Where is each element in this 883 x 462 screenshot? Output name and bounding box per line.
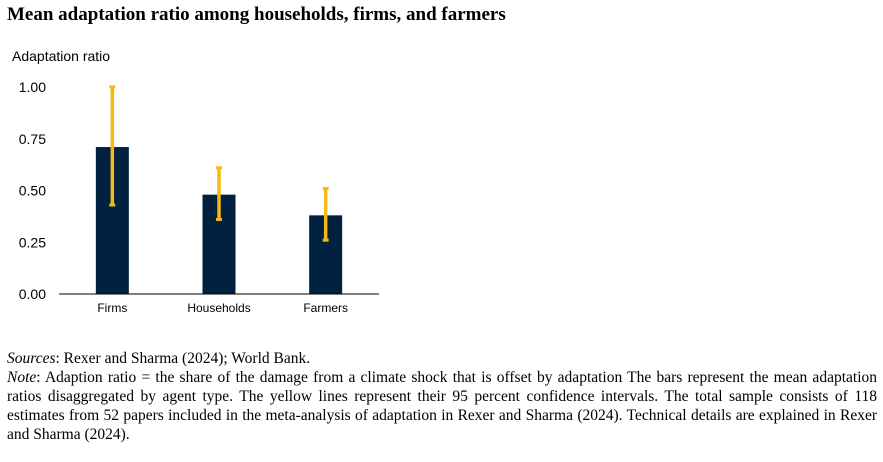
x-tick-label: Households xyxy=(187,301,250,315)
error-bar-households xyxy=(216,166,222,221)
y-tick-label: 0.75 xyxy=(19,131,46,147)
error-bars-group xyxy=(109,85,329,242)
y-axis-label: Adaptation ratio xyxy=(12,48,110,64)
y-axis-ticks: 0.00 0.25 0.50 0.75 1.00 xyxy=(19,79,46,302)
y-tick-label: 0.50 xyxy=(19,183,46,199)
note-label: Note xyxy=(7,369,37,386)
note-paragraph: Note: Adaption ratio = the share of the … xyxy=(7,368,877,444)
chart-notes: Sources: Rexer and Sharma (2024); World … xyxy=(7,349,877,444)
y-tick-label: 0.00 xyxy=(19,286,46,302)
error-bar-farmers xyxy=(322,186,329,242)
note-text: : Adaption ratio = the share of the dama… xyxy=(7,369,877,443)
x-tick-label: Farmers xyxy=(303,301,348,315)
x-axis-ticks: Firms Households Farmers xyxy=(97,301,348,315)
error-bar-firms xyxy=(109,85,116,207)
sources-text: : Rexer and Sharma (2024); World Bank. xyxy=(55,350,311,367)
sources-label: Sources xyxy=(7,350,56,367)
chart-title: Mean adaptation ratio among households, … xyxy=(7,4,506,25)
sources-line: Sources: Rexer and Sharma (2024); World … xyxy=(7,349,877,368)
x-tick-label: Firms xyxy=(97,301,127,315)
y-tick-label: 0.25 xyxy=(19,234,46,250)
bar-chart: Adaptation ratio 0.00 0.25 0.50 0.75 1.00 Fi… xyxy=(12,48,379,315)
y-tick-label: 1.00 xyxy=(19,79,46,95)
